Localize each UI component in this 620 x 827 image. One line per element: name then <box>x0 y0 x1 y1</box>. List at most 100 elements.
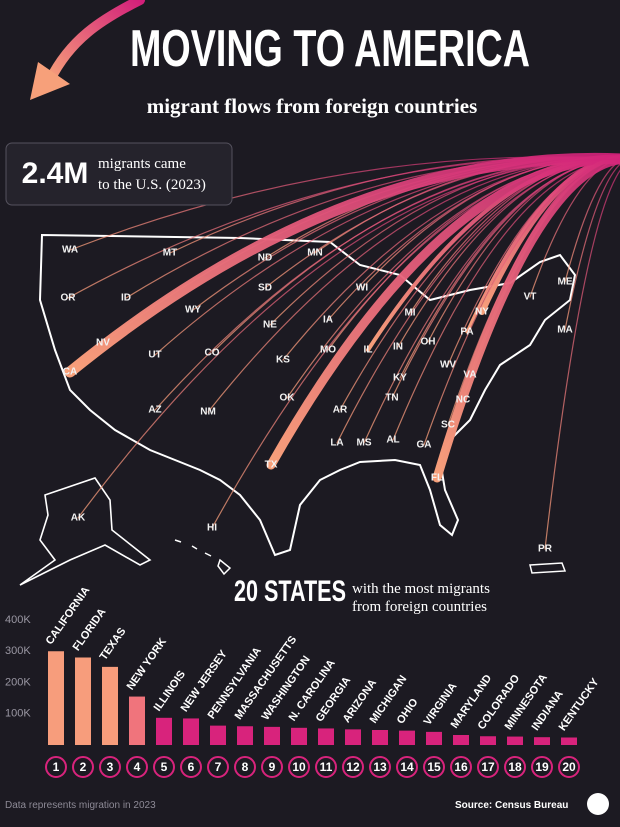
flow-line <box>465 156 620 334</box>
rank-badge <box>45 756 67 778</box>
rank-badge <box>99 756 121 778</box>
arrow-head <box>30 62 70 100</box>
alaska-outline <box>19 477 152 586</box>
bar <box>129 696 145 745</box>
state-label: OR <box>61 293 77 304</box>
state-label: PR <box>538 544 553 555</box>
bar <box>291 727 307 745</box>
y-tick-label: 400K <box>5 614 31 626</box>
footer-note: Data represents migration in 2023 <box>5 800 156 811</box>
rank-label: 2 <box>80 760 87 774</box>
rank-label: 16 <box>454 760 468 774</box>
rank-label: 11 <box>320 760 333 774</box>
category-label: KENTUCKY <box>557 676 602 733</box>
rank-badge <box>261 756 283 778</box>
rank-label: 18 <box>508 760 522 774</box>
rank-badge <box>126 756 148 778</box>
bar <box>183 718 199 745</box>
y-tick-label: 200K <box>5 676 31 688</box>
state-label: WV <box>440 360 456 371</box>
state-label: MN <box>307 248 323 259</box>
bar <box>318 728 334 745</box>
bar <box>372 730 388 745</box>
chart-subtitle: from foreign countries <box>352 599 487 615</box>
state-label: MT <box>163 248 177 259</box>
y-tick-label: 100K <box>5 708 31 720</box>
bar <box>399 730 415 745</box>
rank-badge <box>369 756 391 778</box>
rank-label: 3 <box>107 760 114 774</box>
state-label: FL <box>431 473 443 484</box>
footer-source: Source: Census Bureau <box>455 800 568 811</box>
bar <box>453 735 469 745</box>
bar <box>345 729 361 745</box>
state-label: VT <box>524 292 537 303</box>
state-label: LA <box>330 438 343 449</box>
bar <box>561 737 577 745</box>
state-label: KS <box>276 355 290 366</box>
bar <box>237 726 253 745</box>
state-label: NY <box>475 307 489 318</box>
state-label: MI <box>404 308 415 319</box>
bar <box>210 725 226 745</box>
chart-subtitle: with the most migrants <box>352 581 490 597</box>
state-label: KY <box>393 373 407 384</box>
logo <box>587 793 609 815</box>
state-label: NV <box>96 338 110 349</box>
state-label: VA <box>463 370 476 381</box>
stat-box <box>5 142 233 206</box>
rank-badge <box>504 756 526 778</box>
stat-value: 2.4M <box>22 157 89 190</box>
state-label: AR <box>333 405 348 416</box>
flow-line <box>469 158 620 376</box>
rank-label: 9 <box>269 760 276 774</box>
bar <box>156 717 172 745</box>
state-label: NM <box>200 407 216 418</box>
rank-label: 1 <box>53 760 60 774</box>
rank-badge <box>450 756 472 778</box>
rank-badge <box>423 756 445 778</box>
rank-badge <box>558 756 580 778</box>
state-label: AZ <box>148 405 161 416</box>
state-label: ND <box>258 253 272 264</box>
y-tick-label: 300K <box>5 645 31 657</box>
rank-badge <box>180 756 202 778</box>
flow-line <box>432 155 620 483</box>
rank-badge <box>531 756 553 778</box>
state-label: CO <box>205 348 220 359</box>
state-label: ID <box>121 293 131 304</box>
stat-label: migrants came <box>98 156 186 172</box>
state-label: OK <box>280 393 296 404</box>
flow-line <box>544 169 620 550</box>
flow-line <box>392 158 620 441</box>
rank-label: 17 <box>481 760 495 774</box>
bar <box>102 666 118 745</box>
stat-label: to the U.S. (2023) <box>98 177 206 193</box>
state-label: PA <box>460 327 473 338</box>
rank-label: 20 <box>562 760 576 774</box>
rank-label: 19 <box>535 760 549 774</box>
rank-label: 10 <box>292 760 306 774</box>
rank-badge <box>315 756 337 778</box>
flow-line <box>64 152 620 378</box>
flow-line <box>564 160 620 283</box>
subtitle: migrant flows from foreign countries <box>147 94 478 118</box>
state-label: MO <box>320 345 336 356</box>
state-label: SC <box>441 420 455 431</box>
state-label: TN <box>385 393 398 404</box>
rank-label: 8 <box>242 760 249 774</box>
rank-badge <box>477 756 499 778</box>
state-label: AK <box>71 513 86 524</box>
bar <box>507 736 523 745</box>
category-label: TEXAS <box>98 626 129 663</box>
rank-label: 15 <box>427 760 441 774</box>
state-label: MS <box>357 438 372 449</box>
rank-label: 13 <box>373 760 387 774</box>
bar <box>534 737 550 745</box>
hawaii-outline <box>174 539 232 576</box>
flow-line <box>447 157 620 366</box>
state-label: MA <box>557 325 573 336</box>
rank-badge <box>153 756 175 778</box>
bar <box>426 731 442 745</box>
